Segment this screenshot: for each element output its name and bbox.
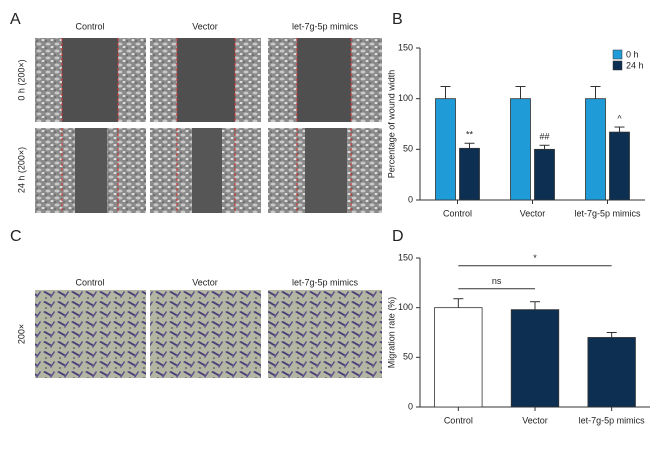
- y-axis-label: Migration rate (%): [386, 297, 396, 369]
- transwell-images: [35, 290, 382, 378]
- column-label: Control: [75, 21, 104, 31]
- x-tick-label: Control: [443, 208, 472, 218]
- row-label: 0 h (200×): [16, 59, 26, 100]
- y-tick-label: 150: [398, 252, 413, 262]
- significance-label: ^: [617, 113, 622, 123]
- panel-label: B: [392, 11, 403, 28]
- bar: [435, 98, 456, 201]
- bar: [534, 148, 555, 201]
- y-tick-label: 50: [403, 352, 413, 362]
- y-axis-label: Percentage of wound width: [386, 70, 396, 179]
- x-tick-label: Vector: [522, 415, 548, 425]
- y-tick-label: 50: [403, 144, 413, 154]
- y-tick-label: 100: [398, 302, 413, 312]
- x-tick-label: let-7g-5p mimics: [574, 208, 641, 218]
- significance-label: **: [466, 130, 474, 140]
- bar: [459, 147, 480, 201]
- comparison-label: ns: [492, 276, 502, 286]
- bar: [587, 337, 636, 408]
- legend-label: 0 h: [626, 49, 639, 59]
- column-label: Control: [75, 277, 104, 287]
- y-tick-label: 100: [398, 93, 413, 103]
- y-tick-label: 0: [408, 194, 413, 204]
- panel-label: C: [10, 228, 22, 245]
- row-label: 24 h (200×): [16, 147, 26, 193]
- bar: [609, 131, 630, 201]
- comparison-label: *: [533, 253, 537, 263]
- bar: [585, 98, 606, 201]
- legend-swatch: [612, 49, 623, 60]
- legend-swatch: [612, 60, 623, 71]
- y-tick-label: 0: [408, 401, 413, 411]
- column-label: Vector: [192, 21, 218, 31]
- column-label: let-7g-5p mimics: [292, 277, 359, 287]
- x-tick-label: let-7g-5p mimics: [579, 415, 646, 425]
- x-tick-label: Control: [444, 415, 473, 425]
- y-tick-label: 150: [398, 42, 413, 52]
- column-label: Vector: [192, 277, 218, 287]
- significance-label: ##: [539, 132, 549, 142]
- bar: [434, 307, 483, 408]
- bar: [510, 98, 531, 201]
- column-label: let-7g-5p mimics: [292, 21, 359, 31]
- panel-label: D: [392, 228, 404, 245]
- row-label: 200×: [16, 324, 26, 344]
- wound-images: [35, 38, 382, 213]
- panel-label: A: [10, 11, 21, 28]
- legend-label: 24 h: [626, 60, 644, 70]
- bar: [510, 309, 560, 408]
- x-tick-label: Vector: [520, 208, 546, 218]
